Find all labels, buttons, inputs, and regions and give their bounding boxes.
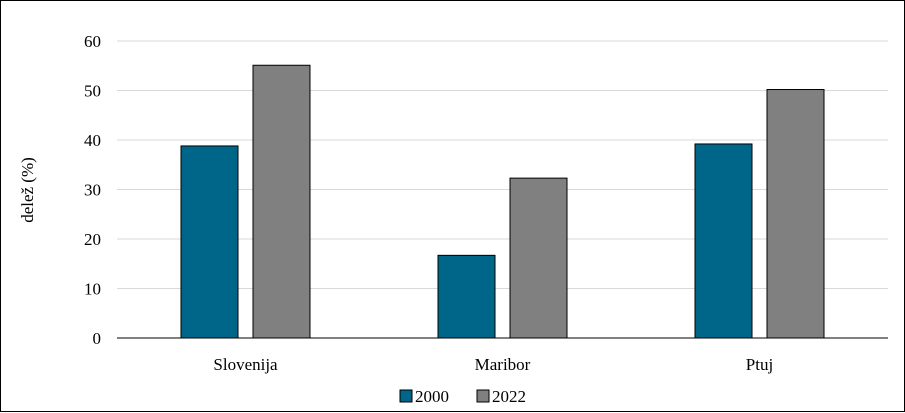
bar-2000-ptuj <box>694 143 753 339</box>
x-tick-label: Slovenija <box>213 355 278 374</box>
legend-swatch-2022 <box>476 389 490 403</box>
y-tick-label: 10 <box>84 280 101 299</box>
y-tick-label: 60 <box>84 32 101 51</box>
y-axis-label: delež (%) <box>18 157 37 223</box>
gridlines <box>117 40 888 289</box>
y-tick-label: 0 <box>93 329 102 348</box>
y-tick-label: 40 <box>84 131 101 150</box>
y-tick-label: 50 <box>84 82 101 101</box>
y-tick-label: 20 <box>84 230 101 249</box>
bar-2000-maribor <box>437 254 496 339</box>
legend-label-2022: 2022 <box>492 387 526 406</box>
bars <box>180 64 825 339</box>
legend-swatch-2000 <box>399 389 413 403</box>
legend-label-2000: 2000 <box>415 387 449 406</box>
bar-2022-maribor <box>509 177 568 339</box>
y-axis-ticks: 0 10 20 30 40 50 60 <box>84 32 101 348</box>
bar-2000-slovenija <box>180 145 239 339</box>
y-tick-label: 30 <box>84 181 101 200</box>
legend: 2000 2022 <box>399 387 526 406</box>
bar-2022-ptuj <box>766 89 825 339</box>
x-tick-label: Maribor <box>475 355 531 374</box>
x-tick-label: Ptuj <box>746 355 773 374</box>
bar-2022-slovenija <box>252 64 311 339</box>
x-axis-labels: Slovenija Maribor Ptuj <box>213 355 773 374</box>
